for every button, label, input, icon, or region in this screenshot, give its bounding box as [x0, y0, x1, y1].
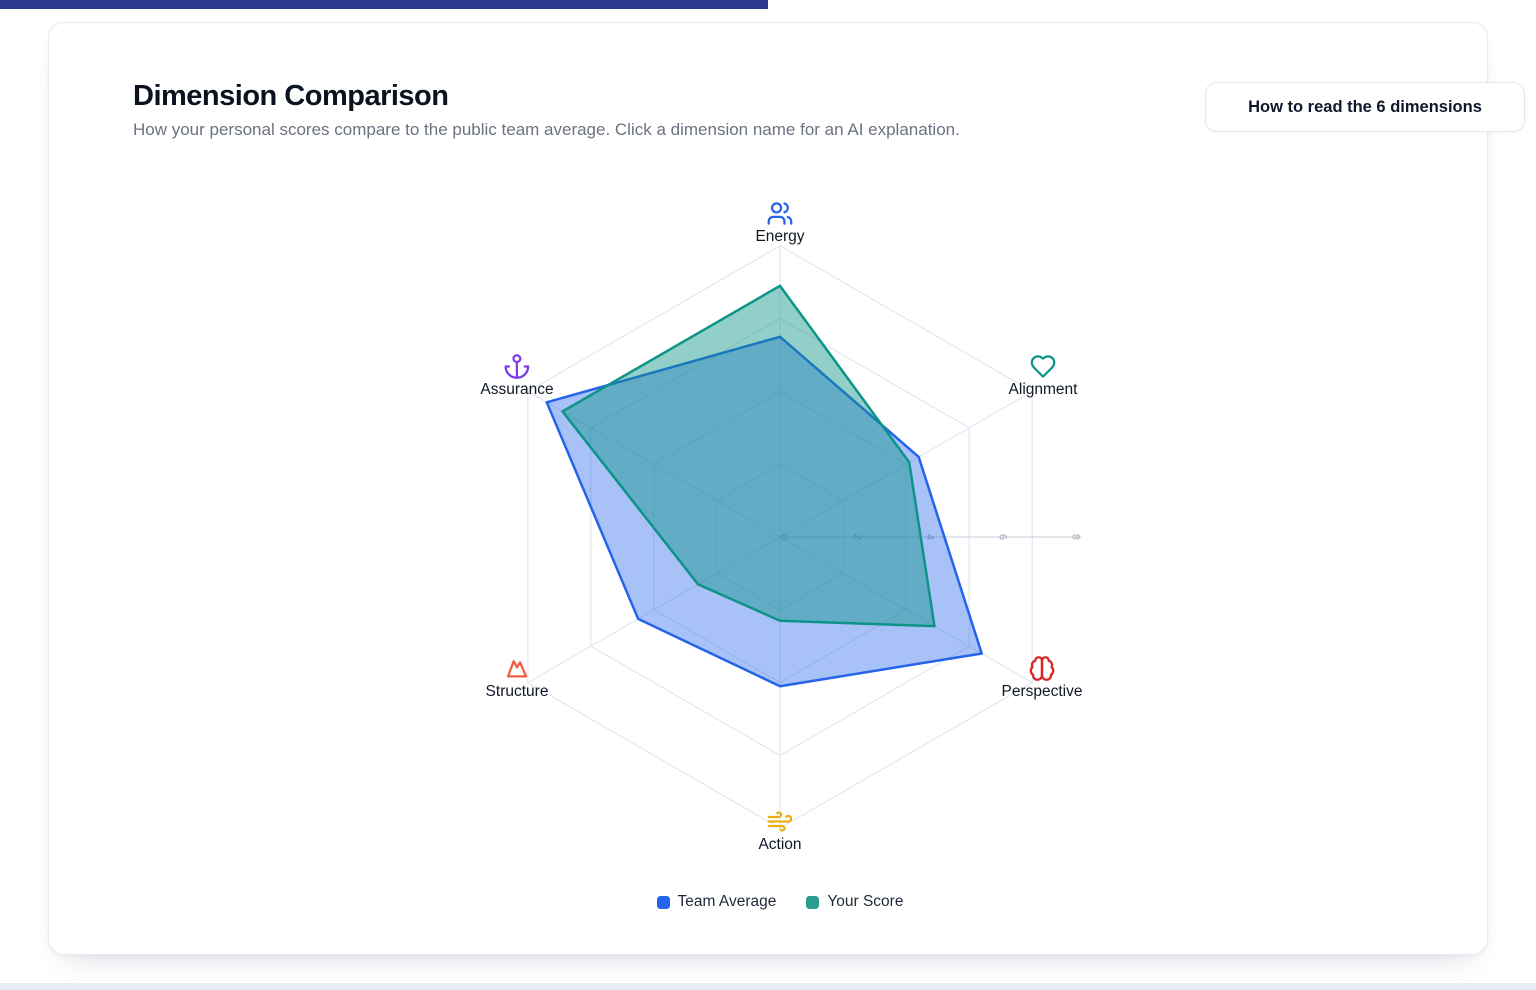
grid-spoke: [779, 536, 1033, 684]
how-to-read-button[interactable]: How to read the 6 dimensions: [1205, 82, 1525, 132]
wind-icon: [767, 808, 794, 835]
anchor-icon: [503, 353, 530, 380]
radial-tick-label: 2: [851, 534, 863, 540]
legend-swatch-team-average: [656, 895, 670, 909]
heart-icon: [1030, 353, 1057, 380]
page-subtitle: How your personal scores compare to the …: [133, 120, 960, 139]
radar-svg: 0 2 4 6 8: [527, 245, 1081, 829]
radar-series-team-average: [545, 335, 983, 688]
axis-perspective[interactable]: Perspective: [1001, 655, 1083, 701]
page-title: Dimension Comparison: [133, 80, 449, 112]
radial-tick-label: 6: [996, 534, 1008, 540]
users-icon: [767, 200, 794, 227]
chart-legend: Team Average Your Score: [380, 893, 1180, 911]
radial-tick-label: 4: [924, 534, 936, 540]
grid-spoke: [527, 536, 781, 684]
axis-label: Perspective: [1001, 683, 1083, 700]
axis-label: Structure: [485, 683, 549, 700]
dimension-comparison-card: Dimension Comparison How your personal s…: [48, 22, 1525, 955]
legend-label: Team Average: [677, 893, 777, 910]
radar-series-your-score: [561, 284, 936, 628]
axis-label: Alignment: [1008, 381, 1078, 398]
axis-structure[interactable]: Structure: [485, 655, 549, 701]
legend-item-your-score: Your Score: [806, 893, 903, 911]
axis-label: Assurance: [480, 381, 554, 398]
radar-chart: 0 2 4 6 8: [380, 147, 1180, 927]
axis-action[interactable]: Action: [758, 808, 802, 854]
axis-label: Action: [758, 836, 802, 853]
top-strip: [0, 0, 768, 9]
radial-tick-label: 0: [778, 534, 790, 540]
legend-label: Your Score: [827, 893, 904, 910]
brain-icon: [1028, 655, 1055, 682]
axis-energy[interactable]: Energy: [755, 200, 805, 246]
radial-tick-label: 8: [1069, 534, 1081, 540]
legend-swatch-your-score: [806, 895, 820, 909]
grid-spoke: [527, 390, 781, 538]
mountain-icon: [503, 655, 530, 682]
grid-spoke: [779, 390, 1033, 538]
axis-alignment[interactable]: Alignment: [1008, 353, 1078, 399]
legend-item-team-average: Team Average: [656, 893, 777, 911]
axis-label: Energy: [755, 228, 805, 245]
bottom-strip: [0, 983, 1536, 990]
axis-assurance[interactable]: Assurance: [480, 353, 554, 399]
